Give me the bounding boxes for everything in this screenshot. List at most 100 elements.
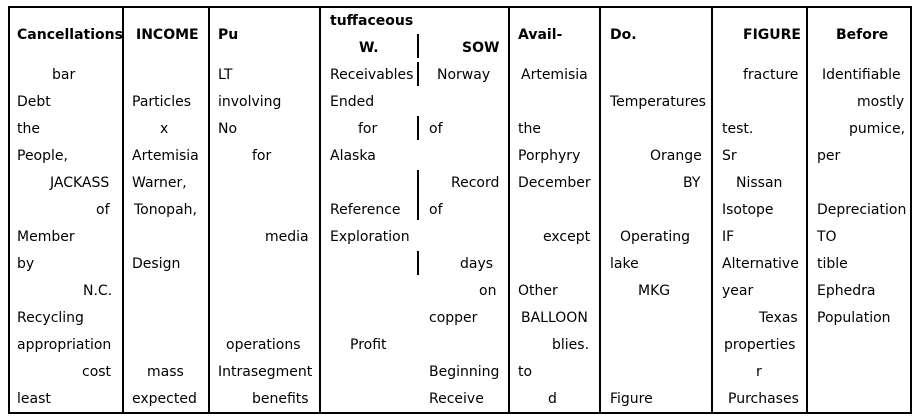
table-cell: for <box>358 121 378 137</box>
table-cell: of <box>96 202 110 218</box>
table-cell: N.C. <box>83 283 113 299</box>
table-cell: x <box>160 121 169 137</box>
table-cell: to <box>518 364 533 380</box>
table-cell: Identifiable <box>822 67 901 83</box>
table-cell: per <box>817 148 841 164</box>
table-cell: copper <box>429 310 478 326</box>
table-cell: properties <box>724 337 796 353</box>
table-cell: Artemisia <box>132 148 199 164</box>
table-cell: expected <box>132 391 197 407</box>
table-cell: Intrasegment <box>218 364 313 380</box>
header-do: Do. <box>610 27 637 43</box>
header-w: W. <box>359 40 379 56</box>
table-left-border <box>8 6 10 414</box>
table-cell: Member <box>17 229 75 245</box>
table-cell: Nissan <box>736 175 783 191</box>
table-cell: Porphyry <box>518 148 581 164</box>
subcolumn-divider <box>417 116 419 140</box>
table-cell: Particles <box>132 94 192 110</box>
table-cell: MKG <box>638 283 671 299</box>
table-cell: Sr <box>722 148 737 164</box>
table-cell: Purchases <box>728 391 799 407</box>
subcolumn-divider <box>417 62 419 86</box>
table-cell: Alaska <box>330 148 376 164</box>
col-separator <box>508 6 510 414</box>
subcolumn-divider <box>417 170 419 220</box>
table-cell: Reference <box>330 202 401 218</box>
table-cell: Operating <box>620 229 690 245</box>
table-cell: Alternative <box>722 256 799 272</box>
table-cell: test. <box>722 121 754 137</box>
table-cell: mostly <box>857 94 905 110</box>
table-cell: except <box>543 229 591 245</box>
table-top-border <box>8 6 912 8</box>
subcolumn-divider <box>417 251 419 275</box>
table-cell: least <box>17 391 51 407</box>
table-cell: Isotope <box>722 202 774 218</box>
table-cell: Population <box>817 310 891 326</box>
table-cell: cost <box>82 364 112 380</box>
table-cell: by <box>17 256 35 272</box>
col-separator <box>806 6 808 414</box>
table-cell: tible <box>817 256 848 272</box>
table-cell: Debt <box>17 94 51 110</box>
table-cell: No <box>218 121 238 137</box>
table-cell: JACKASS <box>50 175 110 191</box>
table-bottom-border <box>8 412 912 414</box>
table-cell: the <box>518 121 541 137</box>
table-cell: year <box>722 283 754 299</box>
table-cell: December <box>518 175 591 191</box>
table-cell: lake <box>610 256 639 272</box>
table-cell: Temperatures <box>610 94 706 110</box>
table-cell: Recycling <box>17 310 84 326</box>
col-separator <box>122 6 124 414</box>
table-cell: Texas <box>759 310 798 326</box>
header-cancellations: Cancellations <box>17 27 123 43</box>
table-cell: BY <box>683 175 701 191</box>
header-sow: SOW <box>462 40 500 56</box>
table-cell: IF <box>722 229 735 245</box>
table-cell: Beginning <box>429 364 500 380</box>
table-cell: LT <box>218 67 233 83</box>
table-cell: r <box>756 364 762 380</box>
table-cell: Profit <box>350 337 387 353</box>
table-cell: Receive <box>429 391 484 407</box>
table-cell: Design <box>132 256 181 272</box>
table-cell: Exploration <box>330 229 410 245</box>
table-cell: involving <box>218 94 282 110</box>
table-cell: of <box>429 202 443 218</box>
table-cell: People, <box>17 148 68 164</box>
table-cell: Depreciation <box>817 202 907 218</box>
table-cell: operations <box>226 337 301 353</box>
table-cell: Artemisia <box>521 67 588 83</box>
header-tuffaceous: tuffaceous <box>330 13 414 29</box>
table-cell: Ended <box>330 94 375 110</box>
table-cell: Other <box>518 283 558 299</box>
table-cell: TO <box>817 229 837 245</box>
table-cell: BALLOON <box>521 310 588 326</box>
table-cell: mass <box>147 364 184 380</box>
table-cell: benefits <box>252 391 309 407</box>
table-cell: Tonopah, <box>134 202 197 218</box>
table-cell: the <box>17 121 40 137</box>
table-cell: pumice, <box>849 121 906 137</box>
table-cell: Figure <box>610 391 653 407</box>
subcolumn-divider <box>417 34 419 58</box>
header-avail: Avail- <box>518 27 563 43</box>
table-cell: Record <box>451 175 500 191</box>
header-pu: Pu <box>218 27 239 43</box>
table-cell: fracture <box>743 67 799 83</box>
col-separator <box>711 6 713 414</box>
table-cell: Norway <box>437 67 491 83</box>
table-cell: Warner, <box>132 175 187 191</box>
col-separator <box>208 6 210 414</box>
table-cell: Receivables <box>330 67 414 83</box>
table-cell: d <box>548 391 557 407</box>
table-cell: days <box>460 256 494 272</box>
table-cell: bar <box>52 67 76 83</box>
header-income: INCOME <box>136 27 199 43</box>
table-cell: Orange <box>650 148 702 164</box>
col-separator <box>599 6 601 414</box>
table-cell: of <box>429 121 443 137</box>
